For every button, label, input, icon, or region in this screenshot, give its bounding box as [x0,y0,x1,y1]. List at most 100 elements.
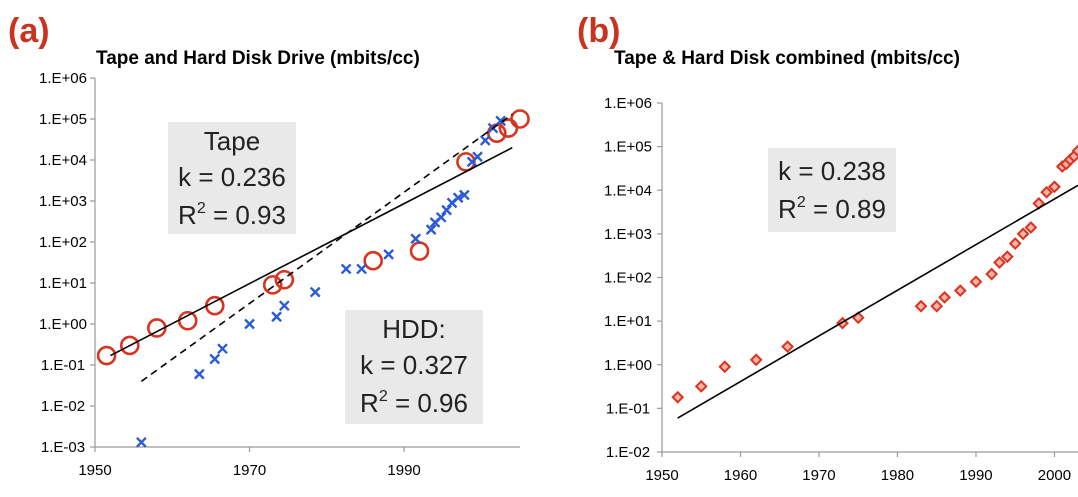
x-tick-label: 1950 [645,467,678,484]
y-tick-label: 1.E+06 [604,95,652,112]
panel-b: (b) Tape & Hard Disk combined (mbits/cc)… [577,12,1078,484]
data-point-x [309,286,321,298]
panel-b-title: Tape & Hard Disk combined (mbits/cc) [614,48,960,69]
tape-annotation-label: Tape [204,126,260,156]
panel-a-letter: (a) [8,12,50,50]
tape-annotation-r2: R2 = 0.93 [178,200,286,230]
data-point-diamond [749,353,763,367]
data-point-x [435,211,447,223]
panel-a-marks [96,109,530,448]
y-tick-label: 1.E+01 [39,275,87,292]
data-point-x [193,368,205,380]
panel-a-title: Tape and Hard Disk Drive (mbits/cc) [96,48,420,69]
data-point-diamond [1040,185,1054,199]
data-point-x [410,233,422,245]
x-tick-label: 2000 [1038,467,1071,484]
x-tick-label: 1980 [881,467,914,484]
data-point-diamond [718,360,732,374]
combined-annotation: k = 0.238 R2 = 0.89 [768,148,896,232]
data-point-circle [262,275,283,295]
data-point-x [244,318,255,330]
y-tick-label: 1.E+01 [604,313,652,330]
y-tick-label: 1.E+03 [39,193,87,210]
y-tick-label: 1.E-02 [41,398,85,415]
hdd-annotation-label: HDD: [382,314,446,344]
data-point-x [340,263,352,275]
data-point-diamond [969,275,983,289]
y-tick-label: 1.E-03 [41,439,85,456]
data-point-diamond [985,267,999,281]
panel-b-letter: (b) [577,12,620,50]
data-point-x [136,436,147,448]
data-point-x [459,189,470,201]
panel-a: (a) Tape and Hard Disk Drive (mbits/cc) … [8,12,530,479]
y-tick-label: 1.E+03 [604,226,652,243]
data-point-diamond [938,290,951,304]
y-tick-label: 1.E-01 [606,400,650,417]
data-point-x [495,115,507,127]
data-point-circle [274,269,295,290]
data-point-diamond [851,311,865,325]
data-point-x [479,135,491,146]
trend-line [677,184,1078,419]
y-tick-label: 1.E+05 [39,111,87,128]
hdd-annotation-k: k = 0.327 [360,350,468,380]
y-tick-label: 1.E+05 [604,139,652,156]
tape-annotation-k: k = 0.236 [178,162,286,192]
data-point-diamond [671,390,685,404]
data-point-x [452,192,464,204]
data-point-x [278,300,290,312]
y-tick-label: 1.E-01 [41,357,85,374]
hdd-annotation: HDD: k = 0.327 R2 = 0.96 [345,310,483,424]
x-tick-label: 1990 [387,462,420,479]
y-tick-label: 1.E+02 [604,270,652,287]
data-point-x [425,224,437,236]
tape-annotation-box [168,122,296,234]
tape-annotation: Tape k = 0.236 R2 = 0.93 [168,122,296,234]
data-point-diamond [953,284,967,298]
panel-a-axes: 1.E-03 1.E-02 1.E-01 1.E+00 1.E+01 1.E+02 1.E+… [39,70,520,479]
hdd-annotation-r2: R2 = 0.96 [360,388,468,418]
data-point-circle [456,152,476,172]
data-point-diamond [1024,221,1038,234]
data-point-x [356,263,367,275]
trend-line [110,146,513,357]
y-tick-label: 1.E+02 [39,234,87,251]
data-point-x [383,248,394,260]
data-point-diamond [914,299,928,313]
data-point-circle [204,295,225,316]
data-point-x [209,353,221,365]
hdd-annotation-box [345,310,483,424]
x-tick-label: 1960 [724,467,757,484]
data-point-diamond [1000,250,1014,264]
data-point-diamond [1008,237,1022,250]
data-point-circle [96,345,117,366]
data-point-circle [363,250,383,271]
data-point-diamond [1071,144,1078,158]
x-tick-label: 1970 [802,467,835,484]
panel-b-marks [671,144,1078,419]
y-tick-label: 1.E+04 [39,152,87,169]
data-point-diamond [1048,180,1061,194]
data-point-circle [409,241,430,261]
y-tick-label: 1.E+06 [39,70,87,87]
y-tick-label: 1.E+00 [604,357,652,374]
data-point-diamond [993,256,1006,269]
data-point-diamond [1016,227,1030,241]
x-tick-label: 1990 [959,467,992,484]
y-tick-label: 1.E+04 [604,182,652,199]
data-point-x [271,311,282,323]
data-point-diamond [930,299,944,313]
data-point-circle [119,335,140,356]
combined-annotation-box [768,148,896,232]
combined-annotation-k: k = 0.238 [778,156,886,186]
combined-annotation-r2: R2 = 0.89 [778,194,886,224]
trend-line-dashed [140,113,513,382]
x-tick-label: 1970 [233,462,266,479]
data-point-diamond [781,340,794,354]
y-tick-label: 1.E-02 [606,444,650,461]
data-point-diamond [694,379,708,393]
x-tick-label: 1950 [78,462,111,479]
data-point-x [472,151,483,163]
